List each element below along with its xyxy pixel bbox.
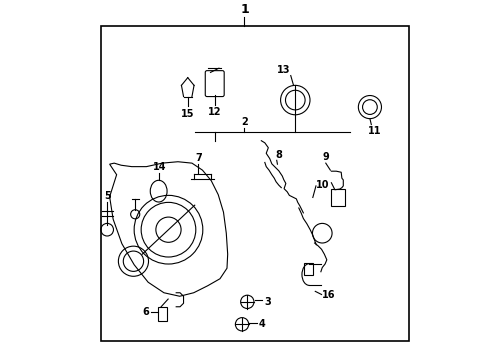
Text: 15: 15 bbox=[181, 109, 194, 119]
Text: 9: 9 bbox=[322, 152, 328, 162]
Text: 3: 3 bbox=[264, 297, 270, 307]
Text: 8: 8 bbox=[275, 150, 282, 159]
Bar bbox=[303, 263, 312, 275]
Text: 12: 12 bbox=[207, 107, 221, 117]
Text: 11: 11 bbox=[367, 126, 381, 136]
Text: 5: 5 bbox=[103, 191, 110, 201]
Text: 16: 16 bbox=[322, 290, 335, 300]
Text: 6: 6 bbox=[142, 307, 149, 317]
Text: 1: 1 bbox=[240, 3, 248, 16]
Text: 4: 4 bbox=[258, 319, 264, 329]
Bar bbox=[331, 189, 345, 206]
Bar bbox=[158, 307, 167, 321]
Text: 14: 14 bbox=[153, 162, 166, 172]
Bar bbox=[101, 26, 408, 341]
Text: 2: 2 bbox=[241, 117, 247, 127]
Text: 13: 13 bbox=[277, 65, 290, 75]
Text: 7: 7 bbox=[195, 153, 201, 163]
Text: 10: 10 bbox=[316, 180, 329, 190]
